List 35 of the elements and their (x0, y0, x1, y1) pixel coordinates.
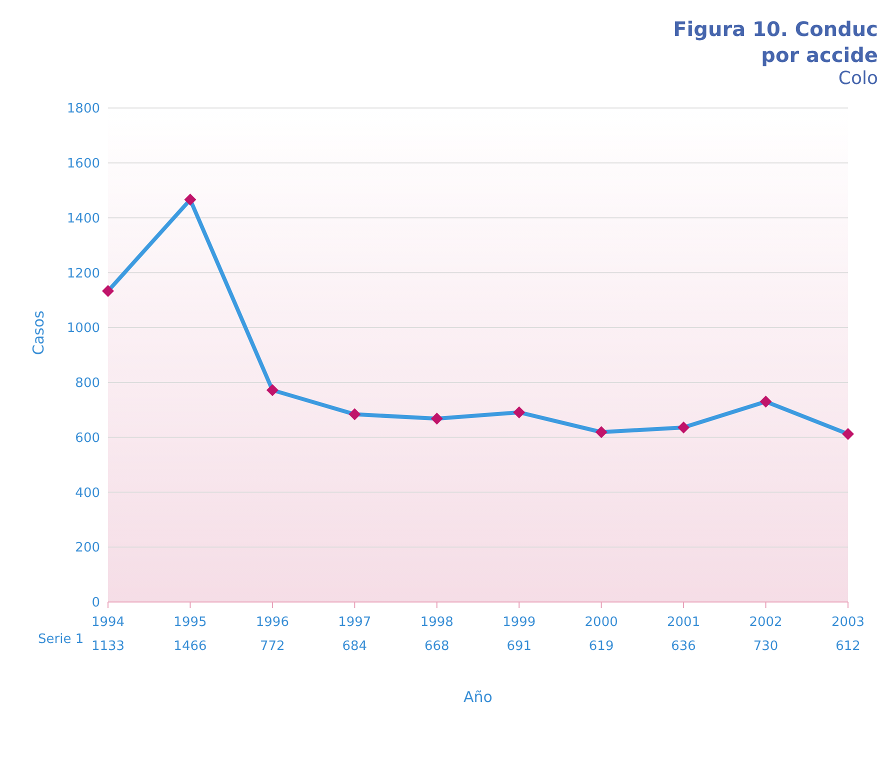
data-label: 1133 (91, 639, 125, 654)
data-label: 691 (506, 639, 532, 654)
y-tick-label: 0 (92, 596, 100, 611)
data-label: 668 (424, 639, 450, 654)
x-tick-label: 1996 (256, 615, 289, 630)
x-tick-label: 1999 (502, 615, 536, 630)
y-tick-label: 1000 (66, 321, 100, 336)
y-axis-title: Casos (29, 310, 48, 355)
data-label: 730 (753, 639, 778, 654)
data-label: 684 (342, 639, 368, 654)
data-label: 636 (671, 639, 696, 654)
chart-title: Figura 10. Conduc por accide (673, 16, 878, 68)
chart-subtitle: Colo (837, 68, 878, 89)
x-tick-label: 2002 (749, 615, 782, 630)
data-label: 772 (260, 639, 285, 654)
y-tick-label: 1200 (66, 266, 100, 282)
y-tick-label: 1400 (66, 211, 100, 226)
y-tick-label: 1600 (66, 156, 100, 172)
y-tick-label: 200 (75, 540, 100, 556)
data-label: 619 (588, 639, 614, 654)
data-label: 1466 (174, 639, 207, 654)
x-tick-label: 2001 (667, 615, 700, 630)
data-label: 612 (836, 639, 860, 654)
x-tick-label: 2003 (831, 615, 865, 630)
y-tick-label: 1800 (66, 102, 100, 117)
y-tick-label: 600 (75, 430, 100, 446)
x-tick-label: 1994 (91, 615, 125, 630)
text: Serie 1 (38, 632, 84, 647)
y-tick-label: 400 (75, 486, 100, 501)
x-tick-label: 2000 (584, 615, 618, 630)
y-tick-label: 800 (75, 376, 100, 392)
x-tick-label: 1997 (338, 615, 372, 630)
x-tick-label: 1995 (174, 615, 207, 630)
x-tick-label: 1998 (420, 615, 454, 630)
x-axis-title: Año (464, 688, 492, 706)
